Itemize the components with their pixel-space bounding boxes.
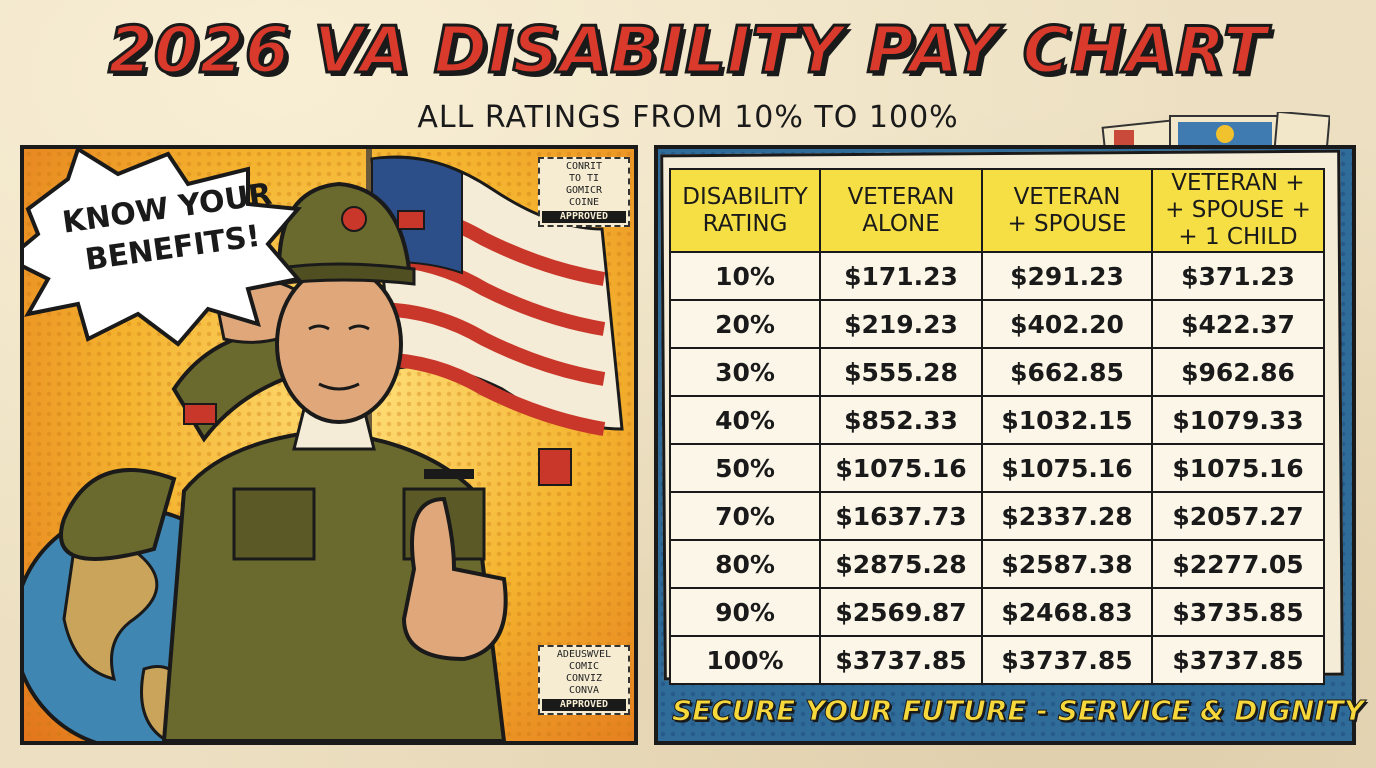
pay-cell: $291.23 <box>981 251 1153 301</box>
pay-cell: $2569.87 <box>819 587 983 637</box>
pay-cell: $1075.16 <box>981 443 1153 493</box>
pay-cell: $3737.85 <box>819 635 983 685</box>
poster-subtitle: ALL RATINGS FROM 10% TO 100% <box>417 100 959 135</box>
header-veteran-spouse-child: VETERAN + + SPOUSE + + 1 CHILD <box>1151 168 1325 253</box>
rating-cell: 30% <box>669 347 821 397</box>
pay-table: DISABILITY RATING VETERAN ALONE VETERAN … <box>669 168 1325 685</box>
header-veteran-spouse: VETERAN + SPOUSE <box>981 168 1153 253</box>
poster-title: 2026 VA DISABILITY PAY CHART <box>107 13 1268 90</box>
pay-cell: $1032.15 <box>981 395 1153 445</box>
table-row: 70% $1637.73 $2337.28 $2057.27 <box>669 491 1325 541</box>
stamp-bottom-line-2: COMIC <box>568 661 600 672</box>
pay-cell: $422.37 <box>1151 299 1325 349</box>
thumbs-up-icon <box>401 496 508 662</box>
pay-cell: $852.33 <box>819 395 983 445</box>
pay-cell: $371.23 <box>1151 251 1325 301</box>
table-row: 100% $3737.85 $3737.85 $3737.85 <box>669 635 1325 685</box>
stamp-top-line-3: GOMICR <box>565 185 603 196</box>
table-row: 20% $219.23 $402.20 $422.37 <box>669 299 1325 349</box>
rating-cell: 70% <box>669 491 821 541</box>
table-row: 10% $171.23 $291.23 $371.23 <box>669 251 1325 301</box>
footer-banner: SECURE YOUR FUTURE - SERVICE & DIGNITY <box>672 694 1365 728</box>
stamp-top-line-4: COINE <box>568 197 600 208</box>
speech-burst-icon <box>24 149 303 347</box>
rating-cell: 80% <box>669 539 821 589</box>
stamp-top-line-1: CONRIT <box>565 161 603 172</box>
pay-cell: $3737.85 <box>1151 635 1325 685</box>
pay-cell: $2057.27 <box>1151 491 1325 541</box>
pay-cell: $171.23 <box>819 251 983 301</box>
pay-cell: $555.28 <box>819 347 983 397</box>
table-row: 90% $2569.87 $2468.83 $3735.85 <box>669 587 1325 637</box>
pay-cell: $402.20 <box>981 299 1153 349</box>
pay-cell: $2277.05 <box>1151 539 1325 589</box>
rating-cell: 10% <box>669 251 821 301</box>
approved-stamp-bottom: ADEUSWVEL COMIC CONVIZ CONVA APPROVED <box>538 645 630 715</box>
saluting-soldier-illustration <box>24 149 624 741</box>
rating-cell: 40% <box>669 395 821 445</box>
pay-cell: $3735.85 <box>1151 587 1325 637</box>
stamp-bottom-line-4: CONVA <box>568 685 600 696</box>
pay-cell: $2875.28 <box>819 539 983 589</box>
table-row: 50% $1075.16 $1075.16 $1075.16 <box>669 443 1325 493</box>
table-row: 30% $555.28 $662.85 $962.86 <box>669 347 1325 397</box>
pay-cell: $2337.28 <box>981 491 1153 541</box>
rating-cell: 20% <box>669 299 821 349</box>
rating-cell: 100% <box>669 635 821 685</box>
table-header-row: DISABILITY RATING VETERAN ALONE VETERAN … <box>669 168 1325 253</box>
header-disability-rating: DISABILITY RATING <box>669 168 821 253</box>
pay-cell: $2587.38 <box>981 539 1153 589</box>
stamp-bottom-approved: APPROVED <box>542 699 626 711</box>
pay-cell: $962.86 <box>1151 347 1325 397</box>
pay-cell: $1075.16 <box>819 443 983 493</box>
rating-cell: 50% <box>669 443 821 493</box>
pay-cell: $1637.73 <box>819 491 983 541</box>
pay-cell: $219.23 <box>819 299 983 349</box>
rating-cell: 90% <box>669 587 821 637</box>
pay-cell: $2468.83 <box>981 587 1153 637</box>
stamp-bottom-line-3: CONVIZ <box>565 673 603 684</box>
pay-cell: $1075.16 <box>1151 443 1325 493</box>
pay-cell: $1079.33 <box>1151 395 1325 445</box>
header-veteran-alone: VETERAN ALONE <box>819 168 983 253</box>
pay-cell: $662.85 <box>981 347 1153 397</box>
soldier-illustration-panel: KNOW YOUR BENEFITS! CONRIT TO TI GOMICR … <box>20 145 638 745</box>
table-row: 80% $2875.28 $2587.38 $2277.05 <box>669 539 1325 589</box>
stamp-bottom-line-1: ADEUSWVEL <box>556 649 612 660</box>
pay-cell: $3737.85 <box>981 635 1153 685</box>
stamp-top-approved: APPROVED <box>542 211 626 223</box>
table-row: 40% $852.33 $1032.15 $1079.33 <box>669 395 1325 445</box>
approved-stamp-top: CONRIT TO TI GOMICR COINE APPROVED <box>538 157 630 227</box>
stamp-top-line-2: TO TI <box>568 173 600 184</box>
